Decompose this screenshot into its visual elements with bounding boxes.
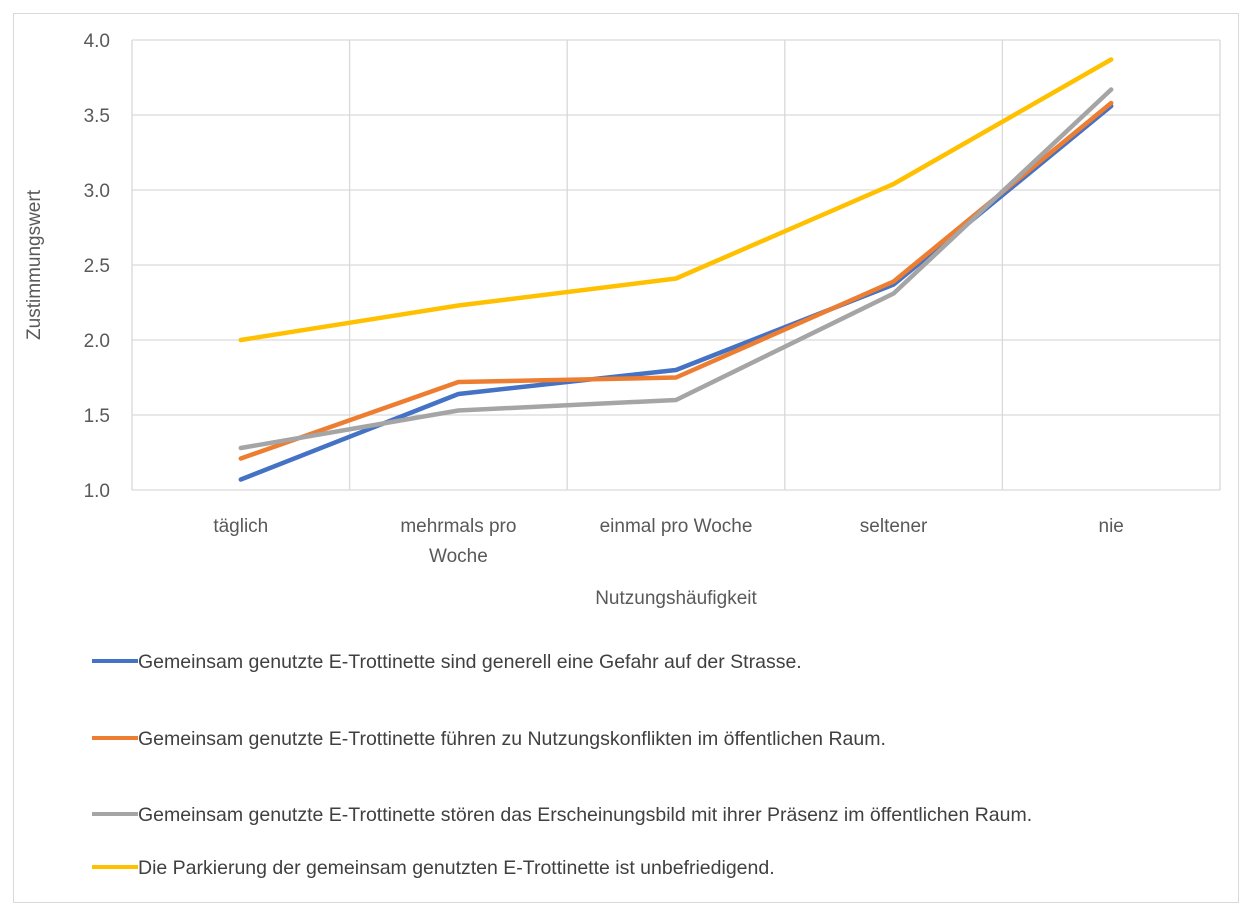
y-tick-label: 4.0 (84, 31, 110, 52)
y-tick-label: 1.0 (84, 481, 110, 502)
legend-label: Die Parkierung der gemeinsam genutzten E… (138, 857, 775, 879)
x-tick-label: mehrmals pro Woche (400, 516, 516, 567)
y-tick-label: 2.5 (84, 256, 110, 277)
legend-label: Gemeinsam genutzte E-Trottinette sind ge… (138, 651, 802, 673)
x-tick-label: täglich (213, 516, 268, 537)
line-chart: 1.0 1.5 2.0 2.5 3.0 3.5 4.0 täglich mehrmals pr… (24, 31, 1221, 609)
y-tick-label: 1.5 (84, 406, 110, 427)
x-axis-ticks: täglich mehrmals pro Woche einmal pro Woche… (213, 516, 1124, 567)
series-line-2 (238, 100, 1114, 461)
legend-item: Die Parkierung der gemeinsam genutzten E… (92, 854, 1182, 882)
x-axis-title: Nutzungshäufigkeit (595, 588, 757, 609)
series-line-3 (238, 87, 1114, 451)
legend-item: Gemeinsam genutzte E-Trottinette sind ge… (92, 648, 1182, 676)
x-tick-label: seltener (860, 516, 928, 537)
y-tick-label: 2.0 (84, 331, 110, 352)
legend-swatch (92, 812, 138, 816)
legend-item: Gemeinsam genutzte E-Trottinette stören … (92, 801, 1182, 829)
y-axis-title: Zustimmungswert (24, 189, 45, 340)
series-line-4 (238, 57, 1114, 343)
y-axis-ticks: 1.0 1.5 2.0 2.5 3.0 3.5 4.0 (84, 31, 110, 502)
legend-swatch (92, 659, 138, 663)
series-lines (238, 57, 1114, 482)
legend-label: Gemeinsam genutzte E-Trottinette stören … (138, 804, 1033, 826)
y-tick-label: 3.0 (84, 181, 110, 202)
grid-lines (131, 39, 1221, 491)
chart-frame (13, 13, 1239, 903)
y-tick-label: 3.5 (84, 106, 110, 127)
legend-item: Gemeinsam genutzte E-Trottinette führen … (92, 725, 1182, 753)
legend-label: Gemeinsam genutzte E-Trottinette führen … (138, 728, 886, 750)
x-tick-label: einmal pro Woche (600, 516, 753, 537)
legend-swatch (92, 736, 138, 740)
x-tick-label: nie (1099, 516, 1124, 537)
legend-swatch (92, 865, 138, 869)
